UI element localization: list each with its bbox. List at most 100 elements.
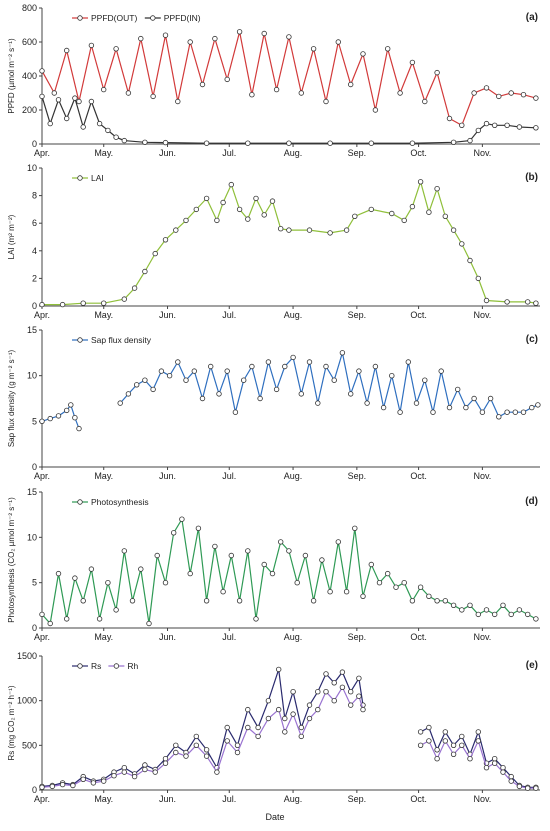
data-point xyxy=(173,227,179,233)
data-point xyxy=(162,139,169,146)
y-axis-title: LAI (m² m⁻²) xyxy=(7,214,16,259)
x-tick-label: May. xyxy=(94,310,113,320)
y-tick-label: 0 xyxy=(32,462,37,472)
data-point xyxy=(483,765,490,771)
series-line xyxy=(41,686,364,788)
data-point xyxy=(162,756,169,762)
x-tick-label: Jul. xyxy=(222,310,236,320)
data-point xyxy=(121,548,127,554)
data-point xyxy=(319,557,325,563)
data-point xyxy=(240,377,247,383)
data-point xyxy=(90,780,97,786)
y-tick-label: 8 xyxy=(32,191,37,201)
data-point xyxy=(483,120,490,127)
data-point xyxy=(142,766,148,773)
x-tick-label: Apr. xyxy=(34,632,50,642)
x-tick-label: Jun. xyxy=(159,794,176,804)
data-point xyxy=(179,516,185,522)
data-point xyxy=(335,539,341,545)
data-point xyxy=(253,195,259,202)
data-point xyxy=(282,715,288,722)
data-point xyxy=(232,409,239,415)
data-point xyxy=(59,781,66,788)
data-point xyxy=(417,179,424,185)
data-point xyxy=(290,354,296,361)
data-point xyxy=(389,210,395,217)
data-point xyxy=(450,602,457,608)
data-point xyxy=(193,206,199,213)
y-tick-label: 500 xyxy=(22,740,37,750)
data-point xyxy=(80,776,86,782)
data-point xyxy=(117,400,123,406)
x-tick-label: Apr. xyxy=(34,148,50,158)
data-point xyxy=(459,607,465,613)
data-point xyxy=(282,729,288,735)
data-point xyxy=(207,363,214,370)
x-tick-label: Oct. xyxy=(410,794,427,804)
data-point xyxy=(224,724,230,731)
data-point xyxy=(150,93,156,100)
data-point xyxy=(306,227,313,233)
x-tick-label: Aug. xyxy=(284,310,303,320)
y-axis-title: Rs (mg CO₂ m⁻² h⁻¹) xyxy=(7,685,16,760)
legend-marker xyxy=(77,337,83,343)
legend-marker xyxy=(77,663,83,669)
data-point xyxy=(39,784,45,790)
data-point xyxy=(348,702,354,708)
data-point xyxy=(203,753,210,759)
data-point xyxy=(80,124,86,130)
x-tick-label: Jul. xyxy=(222,794,236,804)
data-point xyxy=(170,530,177,536)
data-point xyxy=(224,76,230,83)
data-point xyxy=(315,706,321,713)
data-point xyxy=(356,693,362,699)
series-line xyxy=(41,31,537,127)
data-point xyxy=(47,120,53,127)
y-axis-title: Sap flux density (g m⁻² s⁻¹) xyxy=(7,349,16,447)
data-point xyxy=(500,769,506,775)
data-point xyxy=(450,227,457,233)
data-point xyxy=(323,671,329,677)
data-point xyxy=(138,35,144,42)
data-point xyxy=(212,35,218,42)
legend-label: PPFD(OUT) xyxy=(91,13,137,23)
data-point xyxy=(203,598,210,604)
data-point xyxy=(500,602,506,608)
data-point xyxy=(121,137,127,144)
data-point xyxy=(286,548,292,554)
data-point xyxy=(59,301,66,308)
data-point xyxy=(348,391,354,397)
data-point xyxy=(286,140,292,146)
data-point xyxy=(298,90,304,96)
data-point xyxy=(364,400,370,406)
data-point xyxy=(199,395,206,402)
data-point xyxy=(142,268,148,275)
data-point xyxy=(245,706,251,713)
data-point xyxy=(512,409,518,415)
data-point xyxy=(430,409,436,415)
data-point xyxy=(228,181,234,188)
data-point xyxy=(88,42,95,49)
data-point xyxy=(162,32,169,38)
legend-label: PPFD(IN) xyxy=(164,13,201,23)
data-point xyxy=(409,203,416,210)
data-point xyxy=(187,39,193,45)
data-point xyxy=(475,729,481,735)
data-point xyxy=(76,98,82,105)
data-point xyxy=(175,98,181,105)
data-point xyxy=(520,91,527,98)
panel-label: (e) xyxy=(526,660,538,671)
data-point xyxy=(516,783,523,790)
y-tick-label: 1000 xyxy=(17,696,37,706)
data-point xyxy=(39,611,45,618)
y-tick-label: 0 xyxy=(32,785,37,795)
data-point xyxy=(343,589,350,595)
data-point xyxy=(220,199,226,206)
x-tick-label: Aug. xyxy=(284,794,303,804)
data-point xyxy=(276,666,282,673)
data-point xyxy=(265,359,272,365)
x-tick-label: Oct. xyxy=(410,310,427,320)
y-tick-label: 400 xyxy=(22,71,37,81)
data-point xyxy=(146,620,152,627)
legend-label: Rh xyxy=(127,661,138,671)
